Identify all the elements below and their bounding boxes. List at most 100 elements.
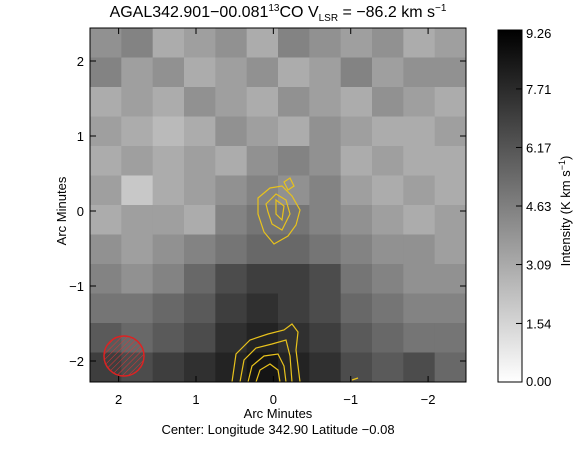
pixel	[340, 323, 373, 353]
y-tick-label: 1	[77, 129, 84, 144]
contour	[255, 363, 281, 382]
pixel	[309, 234, 342, 265]
pixel	[90, 264, 122, 294]
pixel	[434, 175, 467, 206]
contour	[239, 339, 293, 382]
pixel	[309, 175, 342, 206]
pixel	[246, 87, 279, 117]
contour	[265, 193, 291, 231]
pixel	[246, 116, 279, 147]
pixel	[184, 175, 216, 206]
pixel	[215, 146, 248, 176]
pixel	[215, 57, 248, 88]
pixel	[278, 57, 310, 88]
pixel	[278, 116, 310, 147]
pixel	[184, 323, 216, 353]
pixel	[340, 264, 373, 294]
pixel	[403, 264, 436, 294]
pixel	[278, 293, 310, 324]
pixel	[372, 264, 404, 294]
pixel	[403, 146, 436, 176]
colorbar-tick-label: 6.17	[526, 140, 551, 155]
pixel	[309, 57, 342, 88]
pixel	[152, 293, 185, 324]
pixel	[372, 175, 404, 206]
y-tick-label: 2	[77, 54, 84, 69]
pixel	[121, 87, 154, 117]
colorbar-label-part: Intensity (K km s	[558, 170, 573, 267]
pixel	[184, 205, 216, 235]
colorbar-tick-label: 0.00	[526, 374, 551, 389]
pixel	[372, 28, 404, 58]
y-axis-label: Arc Minutes	[54, 176, 69, 245]
x-tick-label: −1	[343, 392, 358, 407]
pixel	[246, 234, 279, 265]
chart-title: AGAL342.901−00.08113CO VLSR = −86.2 km s…	[110, 3, 447, 24]
colorbar-tick-label: 7.71	[526, 82, 551, 97]
pixel	[309, 293, 342, 324]
pixel	[121, 264, 154, 294]
pixel	[278, 205, 310, 235]
contour	[283, 177, 295, 191]
pixel	[152, 87, 185, 117]
pixel	[340, 57, 373, 88]
pixel	[121, 293, 154, 324]
pixel	[340, 205, 373, 235]
colorbar-label: Intensity (K km s−1)	[557, 156, 573, 267]
pixel	[309, 146, 342, 176]
pixel	[340, 175, 373, 206]
pixel	[152, 28, 185, 58]
pixel	[184, 293, 216, 324]
title-part: 13	[268, 3, 280, 14]
pixel	[246, 175, 279, 206]
pixel	[434, 116, 467, 147]
pixel	[309, 87, 342, 117]
pixel	[121, 175, 154, 206]
pixel	[340, 293, 373, 324]
pixel	[403, 352, 436, 383]
pixel	[340, 87, 373, 117]
pixel	[340, 146, 373, 176]
plot-frame	[89, 27, 467, 383]
footer: Center: Longitude 342.90 Latitude −0.08	[161, 422, 394, 437]
contour	[351, 377, 359, 381]
pixel	[215, 323, 248, 353]
pixel	[90, 28, 122, 58]
x-tick-label: −2	[421, 392, 436, 407]
pixel	[372, 205, 404, 235]
pixel	[152, 352, 185, 383]
pixel	[215, 264, 248, 294]
beam	[103, 335, 145, 377]
title-part: = −86.2 km s	[338, 4, 435, 21]
pixel	[246, 323, 279, 353]
pixel	[434, 234, 467, 265]
title-part: CO V	[280, 4, 319, 21]
pixel	[90, 293, 122, 324]
pixel	[309, 205, 342, 235]
pixel	[90, 234, 122, 265]
pixel	[215, 87, 248, 117]
x-tick-label: 0	[270, 392, 277, 407]
pixel	[403, 57, 436, 88]
pixel	[246, 293, 279, 324]
contour	[275, 198, 285, 222]
pixel	[90, 175, 122, 206]
pixel	[90, 116, 122, 147]
pixel	[152, 264, 185, 294]
contour	[247, 353, 287, 382]
contour	[231, 323, 301, 382]
pixel	[215, 175, 248, 206]
pixel	[246, 205, 279, 235]
pixel	[215, 205, 248, 235]
pixel	[90, 57, 122, 88]
pixel	[90, 146, 122, 176]
pixel	[309, 116, 342, 147]
pixel	[340, 116, 373, 147]
pixel	[90, 205, 122, 235]
pixel	[90, 87, 122, 117]
pixel	[278, 264, 310, 294]
pixel	[246, 57, 279, 88]
pixel	[215, 28, 248, 58]
pixel	[309, 352, 342, 383]
pixel	[121, 28, 154, 58]
